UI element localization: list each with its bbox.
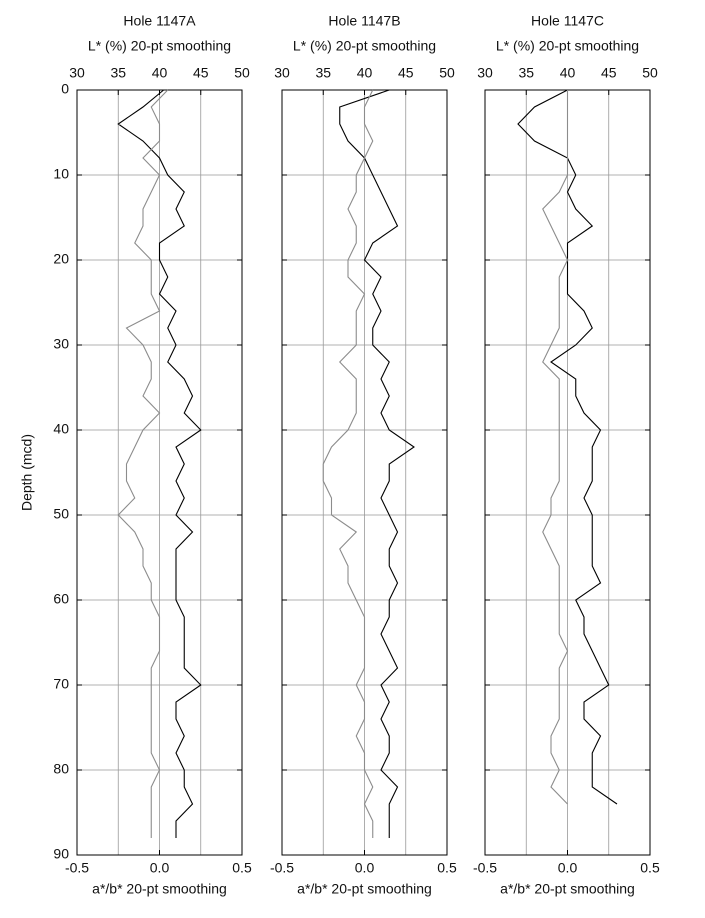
panel-title: Hole 1147A — [123, 13, 196, 29]
plot-frame — [281, 89, 448, 856]
x-tick-label: 35 — [315, 65, 331, 81]
profile-line — [517, 89, 618, 805]
profile-line — [542, 90, 569, 805]
y-tick-label: 80 — [53, 761, 69, 777]
y-tick-label: 30 — [53, 336, 69, 352]
profile-line — [339, 89, 415, 838]
x-tick-label: 50 — [439, 65, 455, 81]
x-tick-label: 35 — [110, 65, 126, 81]
bottom-axis-label: a*/b* 20-pt smoothing — [500, 881, 635, 897]
x-tick-label: 45 — [601, 65, 617, 81]
x2-tick-label: -0.5 — [65, 860, 89, 876]
plot-frame — [76, 89, 243, 856]
panel-title: Hole 1147C — [531, 13, 604, 29]
profile-line — [117, 89, 202, 838]
top-axis-label: L* (%) 20-pt smoothing — [293, 38, 436, 54]
y-tick-label: 70 — [53, 676, 69, 692]
y-tick-label: 40 — [53, 421, 69, 437]
x-tick-label: 40 — [152, 65, 168, 81]
x-tick-label: 45 — [193, 65, 209, 81]
top-axis-label: L* (%) 20-pt smoothing — [88, 38, 231, 54]
x-tick-label: 35 — [518, 65, 534, 81]
x2-tick-label: 0.0 — [558, 860, 578, 876]
y-tick-label: 50 — [53, 506, 69, 522]
y-tick-label: 10 — [53, 166, 69, 182]
x-tick-label: 50 — [234, 65, 250, 81]
profile-line — [322, 89, 374, 838]
x2-tick-label: 0.0 — [150, 860, 170, 876]
x-tick-label: 45 — [398, 65, 414, 81]
x-tick-label: 30 — [274, 65, 290, 81]
x-tick-label: 30 — [477, 65, 493, 81]
x-tick-label: 30 — [69, 65, 85, 81]
x2-tick-label: 0.5 — [640, 860, 660, 876]
bottom-axis-label: a*/b* 20-pt smoothing — [297, 881, 432, 897]
x-tick-label: 40 — [560, 65, 576, 81]
x-tick-label: 40 — [357, 65, 373, 81]
x2-tick-label: -0.5 — [473, 860, 497, 876]
y-axis-label: Depth (mcd) — [19, 434, 35, 511]
y-tick-label: 60 — [53, 591, 69, 607]
y-tick-label: 0 — [61, 81, 69, 97]
profile-line — [117, 89, 169, 838]
top-axis-label: L* (%) 20-pt smoothing — [496, 38, 639, 54]
panel-title: Hole 1147B — [328, 13, 400, 29]
x-tick-label: 50 — [642, 65, 658, 81]
x2-tick-label: 0.5 — [437, 860, 457, 876]
bottom-axis-label: a*/b* 20-pt smoothing — [92, 881, 227, 897]
x2-tick-label: -0.5 — [270, 860, 294, 876]
y-tick-label: 20 — [53, 251, 69, 267]
x2-tick-label: 0.5 — [232, 860, 252, 876]
x2-tick-label: 0.0 — [355, 860, 375, 876]
y-tick-label: 90 — [53, 846, 69, 862]
